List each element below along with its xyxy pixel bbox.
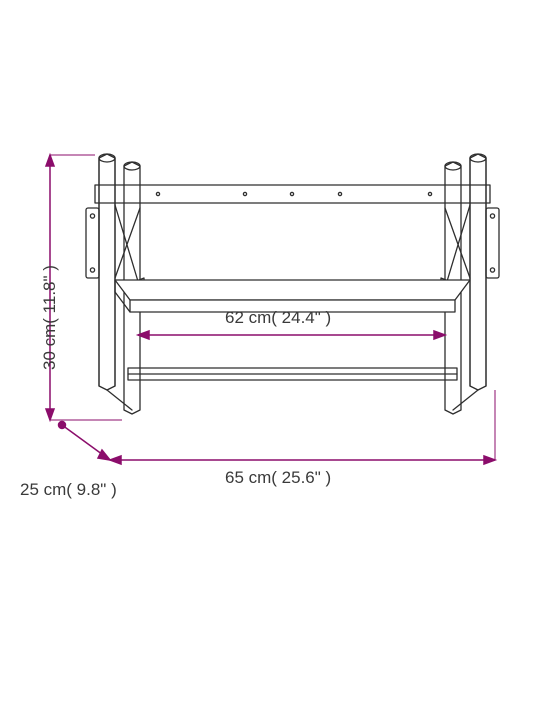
- diagram-stage: 30 cm( 11.8" ) 25 cm( 9.8" ) 62 cm( 24.4…: [0, 0, 540, 720]
- label-inner-width: 62 cm( 24.4" ): [225, 308, 331, 328]
- dimension-lines: [0, 0, 540, 720]
- label-outer-width: 65 cm( 25.6" ): [225, 468, 331, 488]
- label-height: 30 cm( 11.8" ): [40, 265, 60, 370]
- label-depth: 25 cm( 9.8" ): [20, 480, 117, 500]
